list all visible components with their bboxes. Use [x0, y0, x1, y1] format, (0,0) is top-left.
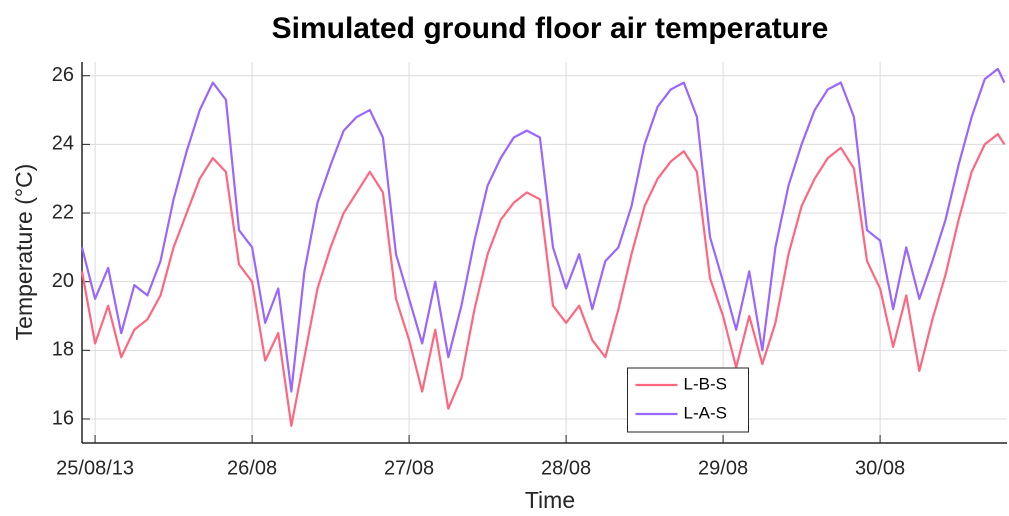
y-tick-label: 26: [52, 64, 74, 86]
y-tick-label: 16: [52, 407, 74, 429]
x-tick-label: 26/08: [227, 457, 277, 479]
legend-label: L-B-S: [684, 374, 727, 393]
x-tick-label: 25/08/13: [56, 457, 134, 479]
line-series: [80, 67, 1006, 393]
y-axis-label: Temperature (°C): [11, 164, 37, 341]
legend-label: L-A-S: [684, 403, 727, 422]
x-axis-label: Time: [525, 487, 575, 513]
line-series: [80, 132, 1006, 427]
x-tick-label: 27/08: [384, 457, 434, 479]
x-tick-label: 28/08: [541, 457, 591, 479]
chart-title: Simulated ground floor air temperature: [272, 12, 829, 45]
y-tick-label: 20: [52, 270, 74, 292]
x-tick-label: 29/08: [698, 457, 748, 479]
legend-box: [627, 367, 749, 433]
y-tick-label: 24: [52, 133, 74, 155]
y-tick-label: 18: [52, 339, 74, 361]
x-tick-label: 30/08: [855, 457, 905, 479]
y-tick-label: 22: [52, 201, 74, 223]
